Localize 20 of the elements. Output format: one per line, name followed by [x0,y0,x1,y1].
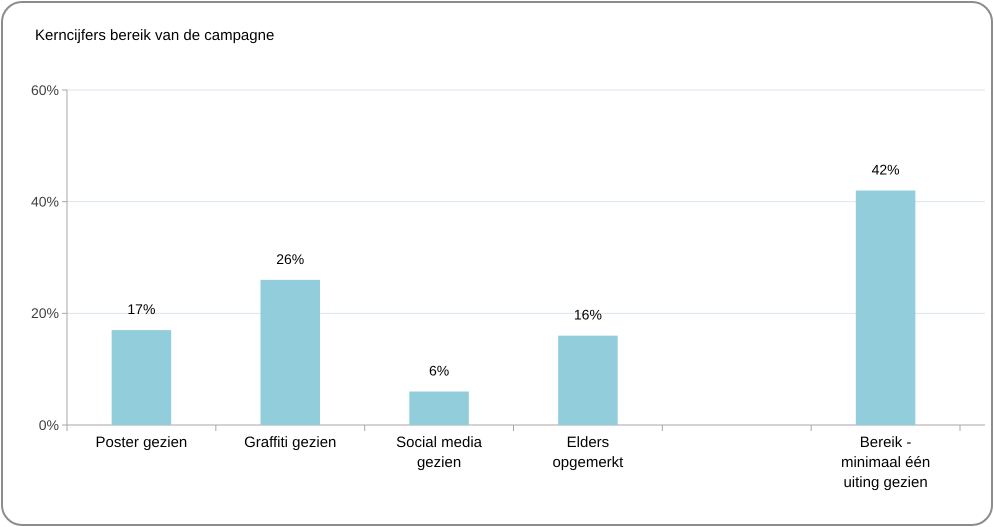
data-label: 17% [127,301,156,318]
data-label: 42% [872,162,900,178]
x-tick-label: Poster gezien [96,434,188,451]
bar [112,330,172,425]
x-tick-label: Bereik - minimaal één uiting gezien [840,434,930,491]
data-label: 6% [428,362,450,378]
y-tick-label: 60% [30,82,59,98]
bar [260,280,320,425]
y-tick-label: 40% [30,194,59,210]
data-label: 26% [276,250,304,267]
bar [409,392,469,425]
x-tick-label: Elders opgemerkt [552,434,624,471]
bar [558,336,618,425]
data-label: 16% [574,306,602,323]
x-tick-label: Graffiti gezien [244,434,336,451]
chart-title: Kerncijfers bereik van de campagne [35,27,274,44]
y-tick-label: 0% [38,416,59,433]
bar [856,190,916,425]
x-tick-label: Social media gezien [396,434,483,471]
y-tick-label: 20% [30,305,59,322]
